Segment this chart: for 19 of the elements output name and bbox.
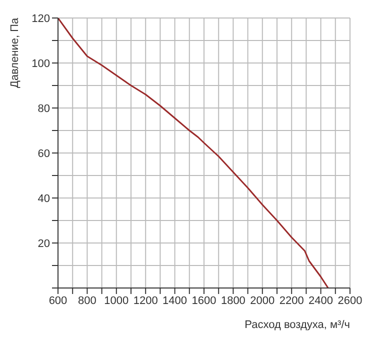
y-tick-label: 20 — [38, 238, 50, 250]
x-tick-label: 1600 — [192, 294, 216, 307]
x-tick-label: 600 — [48, 294, 68, 307]
x-tick-label: 1400 — [162, 294, 188, 307]
y-tick-label: 120 — [32, 12, 50, 25]
x-tick-label: 2600 — [338, 294, 362, 307]
x-axis-title: Расход воздуха, м³/ч — [244, 319, 350, 331]
y-axis-title: Давление, Па — [8, 16, 21, 88]
y-tick-label: 80 — [38, 102, 50, 115]
x-tick-label: 2000 — [250, 294, 275, 307]
x-tick-label: 1800 — [220, 294, 246, 307]
x-tick-label: 1000 — [104, 294, 129, 307]
x-tick-label: 1200 — [133, 294, 158, 307]
y-tick-label: 100 — [32, 58, 50, 70]
x-tick-label: 800 — [78, 294, 96, 307]
y-tick-label: 60 — [38, 148, 50, 160]
x-tick-label: 2400 — [308, 294, 334, 307]
x-tick-label: 2200 — [279, 294, 304, 307]
y-tick-label: 40 — [38, 192, 50, 205]
